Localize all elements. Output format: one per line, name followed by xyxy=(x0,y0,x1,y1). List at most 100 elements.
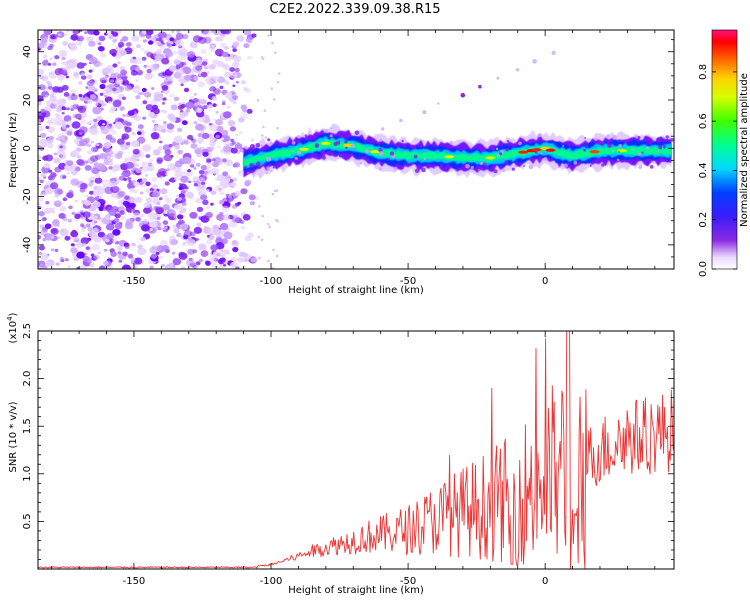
noise-dot xyxy=(273,189,277,193)
ridge-blob xyxy=(292,150,295,153)
ridge-blob xyxy=(611,149,615,152)
noise-dot xyxy=(162,220,169,225)
noise-dot xyxy=(60,69,68,76)
noise-dot xyxy=(135,95,141,100)
noise-dot xyxy=(97,45,105,52)
noise-dot xyxy=(132,35,136,38)
noise-dot xyxy=(206,164,212,169)
noise-dot xyxy=(209,235,215,240)
noise-dot xyxy=(127,253,134,259)
noise-dot xyxy=(105,149,113,156)
noise-dot xyxy=(42,191,47,196)
noise-dot xyxy=(153,93,163,102)
noise-dot xyxy=(208,137,215,143)
ridge-blob xyxy=(378,151,384,156)
noise-dot xyxy=(185,101,195,109)
noise-dot xyxy=(140,236,146,242)
noise-dot xyxy=(232,61,240,68)
noise-dot xyxy=(92,227,99,234)
noise-dot xyxy=(93,121,99,127)
noise-dot xyxy=(101,179,111,187)
noise-dot xyxy=(170,263,175,266)
noise-dot xyxy=(38,202,41,206)
ridge-blob xyxy=(612,134,617,140)
y-tick-label: 2.0 xyxy=(22,371,33,387)
noise-dot xyxy=(119,66,125,71)
noise-dot xyxy=(241,252,248,258)
x-tick-label: -100 xyxy=(260,576,283,587)
noise-dot xyxy=(96,143,100,147)
noise-dot xyxy=(209,87,215,92)
ridge-blob xyxy=(245,166,248,168)
noise-dot xyxy=(227,194,232,199)
ridge-blob xyxy=(657,150,660,153)
noise-dot xyxy=(76,251,85,259)
noise-dot xyxy=(98,152,107,160)
noise-dot xyxy=(161,72,167,76)
noise-dot xyxy=(209,63,217,70)
ridge-hotspot xyxy=(298,147,309,151)
noise-dot xyxy=(99,125,105,130)
noise-dot xyxy=(114,213,121,219)
noise-dot xyxy=(50,182,59,190)
noise-dot xyxy=(183,87,190,93)
noise-dot xyxy=(48,207,55,213)
noise-dot xyxy=(202,30,211,37)
noise-dot xyxy=(117,190,126,198)
noise-dot xyxy=(173,59,181,65)
noise-dot xyxy=(240,188,248,195)
noise-dot xyxy=(270,87,274,90)
noise-dot xyxy=(162,203,170,211)
noise-dot xyxy=(220,257,226,262)
noise-dot xyxy=(177,197,182,202)
noise-dot xyxy=(182,156,192,164)
ridge-blob xyxy=(663,144,666,148)
noise-dot xyxy=(70,230,79,238)
noise-dot xyxy=(160,224,168,231)
noise-dot xyxy=(149,221,158,228)
noise-dot xyxy=(137,131,142,136)
noise-dot xyxy=(203,65,208,70)
noise-scatter xyxy=(38,30,556,269)
noise-dot xyxy=(85,223,91,228)
noise-dot xyxy=(165,172,169,176)
noise-dot xyxy=(47,120,53,125)
noise-dot xyxy=(173,96,180,102)
noise-dot xyxy=(125,218,134,226)
noise-dot xyxy=(45,125,50,129)
noise-dot xyxy=(135,196,143,204)
noise-dot xyxy=(240,113,248,119)
noise-dot xyxy=(224,46,229,50)
noise-dot xyxy=(179,223,189,231)
noise-dot xyxy=(70,243,75,247)
top-xlabel: Height of straight line (km) xyxy=(288,285,424,296)
noise-dot xyxy=(65,105,69,109)
noise-dot xyxy=(213,118,216,121)
noise-dot xyxy=(144,72,153,80)
noise-dot xyxy=(97,188,105,195)
ridge-blob xyxy=(505,148,509,152)
ridge-blob xyxy=(491,146,495,151)
noise-dot xyxy=(185,108,191,113)
noise-dot xyxy=(177,127,183,132)
ridge-blob xyxy=(249,163,254,168)
noise-dot xyxy=(165,197,172,204)
noise-dot xyxy=(125,42,132,47)
noise-dot xyxy=(92,191,100,197)
top-y-ticks: -40 -20 0 20 40 xyxy=(22,39,674,270)
y-tick-label: 40 xyxy=(22,45,33,58)
noise-dot xyxy=(173,228,180,234)
noise-dot xyxy=(155,40,162,46)
noise-dot xyxy=(117,61,121,65)
noise-dot xyxy=(181,201,187,206)
noise-dot xyxy=(127,177,132,181)
noise-dot xyxy=(80,182,88,190)
noise-dot xyxy=(224,92,233,99)
noise-dot xyxy=(134,257,143,265)
noise-dot xyxy=(216,60,224,67)
noise-dot xyxy=(229,72,238,79)
noise-dot xyxy=(64,235,71,241)
noise-dot xyxy=(90,155,99,163)
noise-dot xyxy=(107,34,114,40)
noise-dot xyxy=(92,106,102,115)
